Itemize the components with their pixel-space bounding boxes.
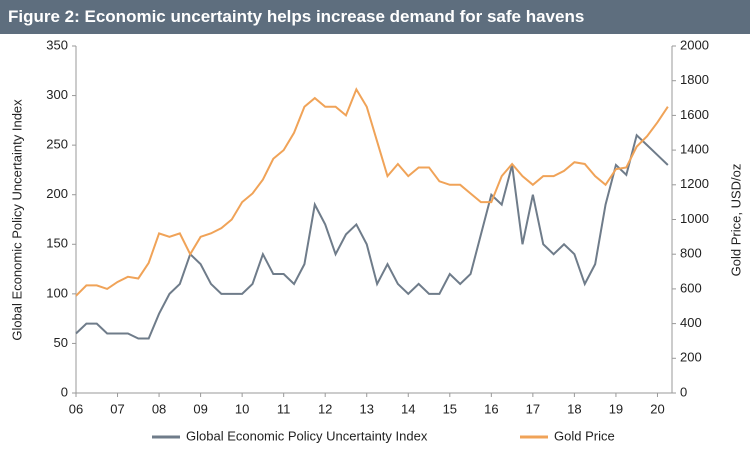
y-tick-label: 350	[46, 37, 68, 52]
y2-tick-label: 400	[680, 315, 702, 330]
y2-tick-label: 2000	[680, 37, 709, 52]
y2-tick-label: 1000	[680, 211, 709, 226]
chart-title: Figure 2: Economic uncertainty helps inc…	[0, 0, 750, 34]
x-tick-label: 13	[359, 401, 373, 416]
y2-tick-label: 1400	[680, 142, 709, 157]
y2-tick-label: 1600	[680, 107, 709, 122]
series-line	[75, 133, 669, 340]
x-tick-label: 06	[69, 401, 83, 416]
y-tick-label: 250	[46, 137, 68, 152]
y2-tick-label: 1800	[680, 72, 709, 87]
y-tick-label: 300	[46, 87, 68, 102]
x-tick-label: 08	[152, 401, 166, 416]
x-tick-label: 20	[650, 401, 664, 416]
y-tick-label: 100	[46, 285, 68, 300]
legend-label: Global Economic Policy Uncertainty Index	[186, 428, 428, 443]
y-tick-label: 0	[61, 384, 68, 399]
x-tick-label: 17	[526, 401, 540, 416]
x-tick-label: 09	[193, 401, 207, 416]
y-tick-label: 150	[46, 236, 68, 251]
x-tick-label: 19	[609, 401, 623, 416]
x-tick-label: 12	[318, 401, 332, 416]
y2-tick-label: 0	[680, 384, 687, 399]
x-tick-label: 10	[235, 401, 249, 416]
legend-label: Gold Price	[554, 428, 615, 443]
x-tick-label: 14	[401, 401, 415, 416]
series-line	[75, 87, 669, 297]
y-tick-label: 50	[54, 335, 68, 350]
x-tick-label: 11	[277, 401, 291, 416]
x-tick-label: 16	[484, 401, 498, 416]
y2-tick-label: 200	[680, 350, 702, 365]
y2-tick-label: 1200	[680, 176, 709, 191]
y2-tick-label: 600	[680, 280, 702, 295]
y2-tick-label: 800	[680, 246, 702, 261]
y2-axis-label: Gold Price, USD/oz	[728, 164, 743, 277]
x-tick-label: 18	[567, 401, 581, 416]
y-tick-label: 200	[46, 186, 68, 201]
x-tick-label: 15	[443, 401, 457, 416]
y-axis-label: Global Economic Policy Uncertainty Index	[9, 99, 24, 341]
x-tick-label: 07	[110, 401, 124, 416]
